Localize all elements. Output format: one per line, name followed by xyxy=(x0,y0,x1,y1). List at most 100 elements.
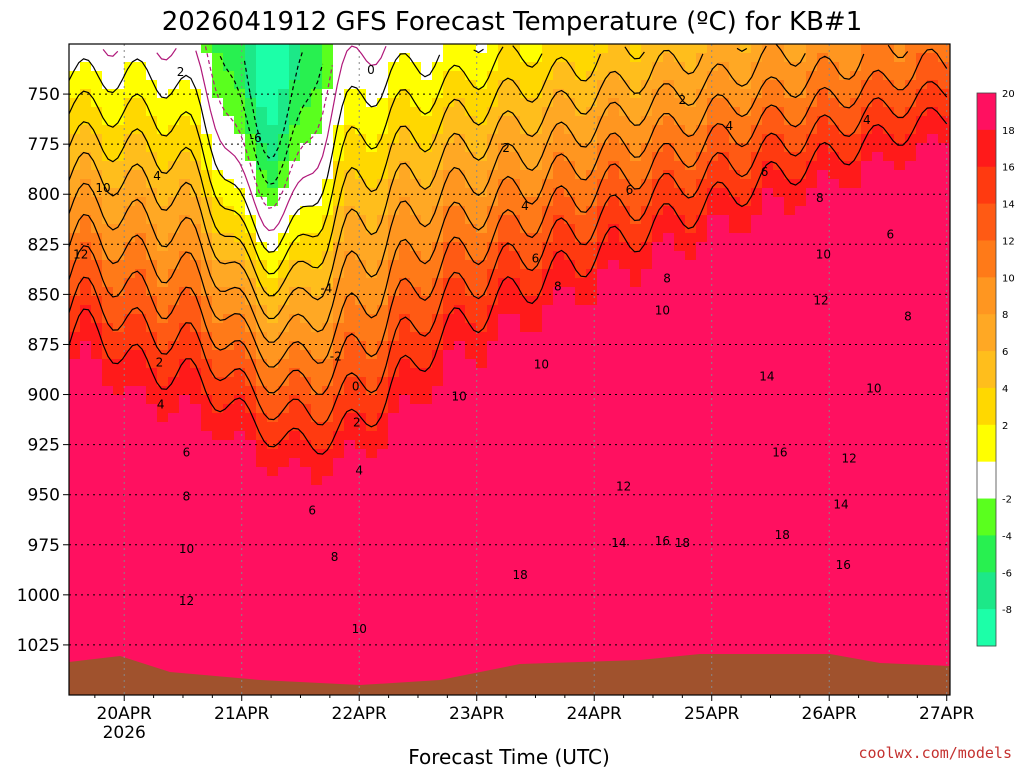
field-cell xyxy=(619,107,631,117)
field-cell xyxy=(201,359,213,369)
field-cell xyxy=(762,368,774,378)
field-cell xyxy=(806,107,818,117)
field-cell xyxy=(542,638,554,648)
field-cell xyxy=(641,71,653,81)
field-cell xyxy=(223,71,235,81)
field-cell xyxy=(410,530,422,540)
field-cell xyxy=(190,341,202,351)
field-cell xyxy=(80,629,92,639)
field-cell xyxy=(421,449,433,459)
field-cell xyxy=(377,413,389,423)
field-cell xyxy=(663,386,675,396)
field-cell xyxy=(487,521,499,531)
field-cell xyxy=(146,638,158,648)
field-cell xyxy=(289,179,301,189)
field-cell xyxy=(806,647,818,657)
field-cell xyxy=(234,476,246,486)
field-cell xyxy=(421,566,433,576)
field-cell xyxy=(322,602,334,612)
field-cell xyxy=(410,458,422,468)
field-cell xyxy=(146,116,158,126)
field-cell xyxy=(377,125,389,135)
field-cell xyxy=(267,107,279,117)
field-cell xyxy=(333,89,345,99)
field-cell xyxy=(586,395,598,405)
field-cell xyxy=(663,188,675,198)
field-cell xyxy=(410,548,422,558)
field-cell xyxy=(311,521,323,531)
field-cell xyxy=(608,386,620,396)
field-cell xyxy=(487,170,499,180)
field-cell xyxy=(212,440,224,450)
field-cell xyxy=(509,116,521,126)
field-cell xyxy=(69,656,81,666)
field-cell xyxy=(168,269,180,279)
field-cell xyxy=(707,467,719,477)
field-cell xyxy=(91,98,103,108)
field-cell xyxy=(630,413,642,423)
field-cell xyxy=(267,89,279,99)
field-cell xyxy=(399,206,411,216)
field-cell xyxy=(278,143,290,153)
field-cell xyxy=(652,134,664,144)
field-cell xyxy=(410,485,422,495)
field-cell xyxy=(289,305,301,315)
field-cell xyxy=(817,161,829,171)
field-cell xyxy=(366,449,378,459)
field-cell xyxy=(300,62,312,72)
field-cell xyxy=(751,575,763,585)
field-cell xyxy=(542,188,554,198)
field-cell xyxy=(69,62,81,72)
field-cell xyxy=(322,341,334,351)
field-cell xyxy=(740,350,752,360)
field-cell xyxy=(91,647,103,657)
field-cell xyxy=(355,233,367,243)
field-cell xyxy=(729,152,741,162)
field-cell xyxy=(69,305,81,315)
field-cell xyxy=(696,566,708,576)
field-cell xyxy=(388,53,400,63)
field-cell xyxy=(707,620,719,630)
field-cell xyxy=(245,44,257,54)
field-cell xyxy=(179,350,191,360)
field-cell xyxy=(498,539,510,549)
field-cell xyxy=(553,179,565,189)
field-cell xyxy=(564,287,576,297)
field-cell xyxy=(674,278,686,288)
field-cell xyxy=(300,584,312,594)
field-cell xyxy=(586,620,598,630)
field-cell xyxy=(718,170,730,180)
field-cell xyxy=(333,350,345,360)
field-cell xyxy=(806,71,818,81)
field-cell xyxy=(619,629,631,639)
field-cell xyxy=(806,323,818,333)
field-cell xyxy=(399,233,411,243)
field-cell xyxy=(234,368,246,378)
field-cell xyxy=(509,593,521,603)
field-cell xyxy=(674,242,686,252)
field-cell xyxy=(399,404,411,414)
field-cell xyxy=(289,368,301,378)
field-cell xyxy=(157,89,169,99)
field-cell xyxy=(146,98,158,108)
field-cell xyxy=(377,476,389,486)
field-cell xyxy=(663,512,675,522)
field-cell xyxy=(575,557,587,567)
field-cell xyxy=(751,620,763,630)
field-cell xyxy=(256,143,268,153)
field-cell xyxy=(762,152,774,162)
field-cell xyxy=(806,242,818,252)
field-cell xyxy=(388,170,400,180)
field-cell xyxy=(146,431,158,441)
field-cell xyxy=(674,224,686,234)
field-cell xyxy=(652,368,664,378)
field-cell xyxy=(432,332,444,342)
field-cell xyxy=(234,161,246,171)
field-cell xyxy=(80,152,92,162)
field-cell xyxy=(718,575,730,585)
field-cell xyxy=(91,197,103,207)
field-cell xyxy=(278,152,290,162)
field-cell xyxy=(674,197,686,207)
field-cell xyxy=(410,539,422,549)
field-cell xyxy=(432,143,444,153)
